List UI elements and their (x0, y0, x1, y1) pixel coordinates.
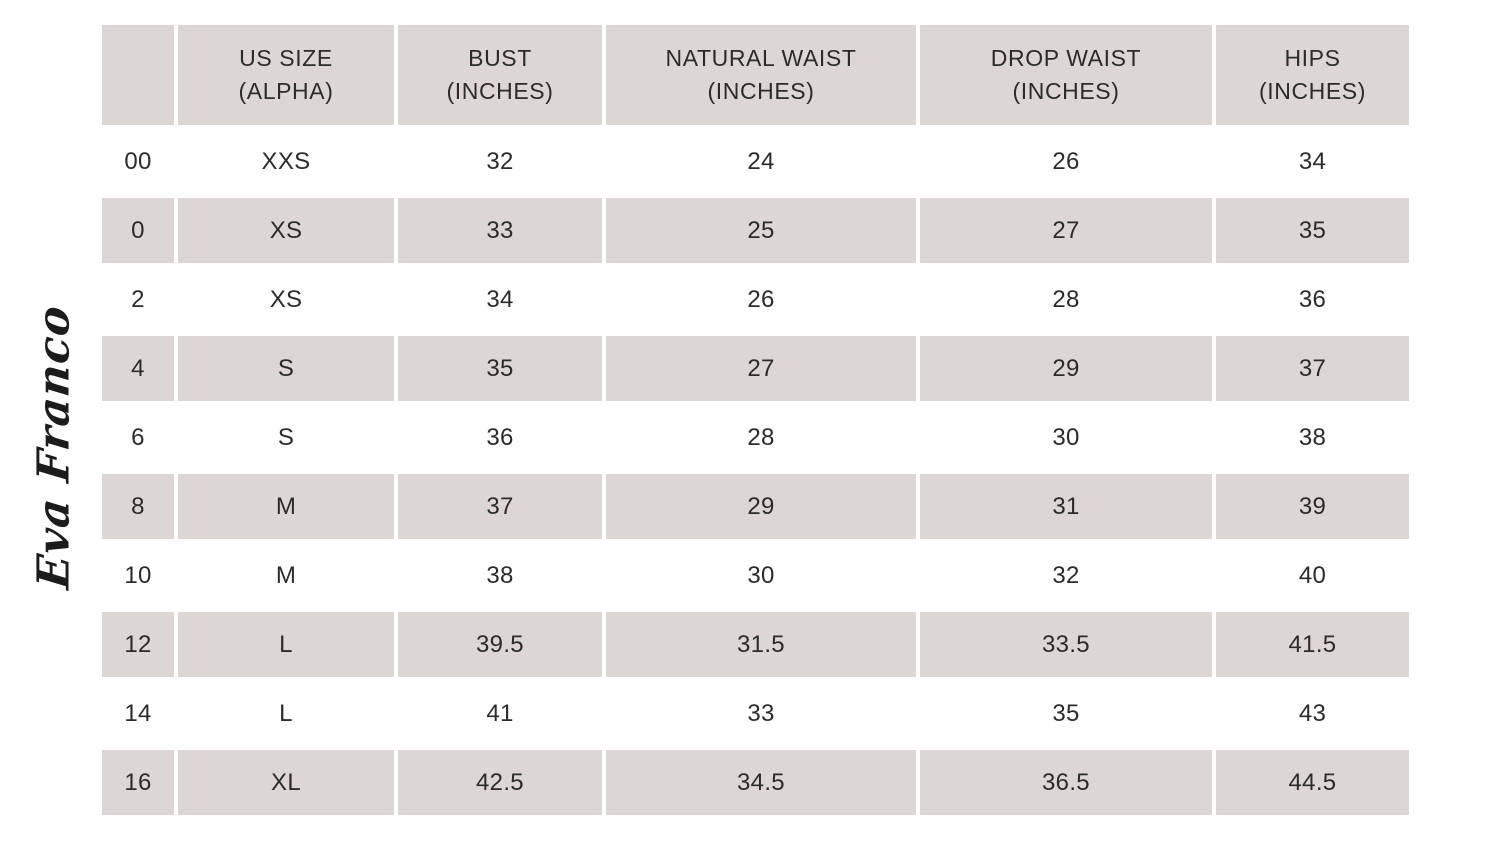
cell-natural-waist: 30 (606, 543, 916, 608)
cell-drop-waist: 31 (920, 474, 1212, 539)
cell-alpha-size: L (178, 612, 394, 677)
cell-bust: 34 (398, 267, 602, 332)
row-size-label: 10 (102, 543, 174, 608)
cell-alpha-size: M (178, 543, 394, 608)
table-row: 8 M 37 29 31 39 (102, 474, 1409, 539)
header-cell-bust: BUST (INCHES) (398, 25, 602, 125)
header-row: US SIZE (ALPHA) BUST (INCHES) NATURAL WA… (102, 25, 1409, 125)
row-size-label: 00 (102, 129, 174, 194)
row-size-label: 12 (102, 612, 174, 677)
header-cell-hips: HIPS (INCHES) (1216, 25, 1409, 125)
table-row: 6 S 36 28 30 38 (102, 405, 1409, 470)
cell-drop-waist: 36.5 (920, 750, 1212, 815)
row-size-label: 2 (102, 267, 174, 332)
cell-drop-waist: 27 (920, 198, 1212, 263)
cell-drop-waist: 28 (920, 267, 1212, 332)
header-cell-natural-waist: NATURAL WAIST (INCHES) (606, 25, 916, 125)
cell-drop-waist: 33.5 (920, 612, 1212, 677)
cell-natural-waist: 28 (606, 405, 916, 470)
cell-natural-waist: 27 (606, 336, 916, 401)
row-size-label: 6 (102, 405, 174, 470)
cell-hips: 37 (1216, 336, 1409, 401)
table-body: 00 XXS 32 24 26 34 0 XS 33 25 27 35 2 XS 34 26 28 36 4 S 35 2… (102, 129, 1409, 815)
cell-bust: 42.5 (398, 750, 602, 815)
size-chart-table: US SIZE (ALPHA) BUST (INCHES) NATURAL WA… (98, 21, 1413, 819)
cell-hips: 44.5 (1216, 750, 1409, 815)
cell-hips: 40 (1216, 543, 1409, 608)
row-size-label: 16 (102, 750, 174, 815)
table-row: 00 XXS 32 24 26 34 (102, 129, 1409, 194)
cell-alpha-size: XL (178, 750, 394, 815)
cell-bust: 37 (398, 474, 602, 539)
table-row: 12 L 39.5 31.5 33.5 41.5 (102, 612, 1409, 677)
cell-hips: 36 (1216, 267, 1409, 332)
cell-bust: 41 (398, 681, 602, 746)
cell-alpha-size: S (178, 405, 394, 470)
cell-hips: 35 (1216, 198, 1409, 263)
cell-hips: 38 (1216, 405, 1409, 470)
cell-alpha-size: M (178, 474, 394, 539)
cell-bust: 39.5 (398, 612, 602, 677)
table-row: 16 XL 42.5 34.5 36.5 44.5 (102, 750, 1409, 815)
cell-bust: 38 (398, 543, 602, 608)
header-cell-corner (102, 25, 174, 125)
cell-natural-waist: 29 (606, 474, 916, 539)
cell-natural-waist: 26 (606, 267, 916, 332)
cell-natural-waist: 33 (606, 681, 916, 746)
table-row: 4 S 35 27 29 37 (102, 336, 1409, 401)
cell-alpha-size: S (178, 336, 394, 401)
cell-alpha-size: XXS (178, 129, 394, 194)
row-size-label: 0 (102, 198, 174, 263)
cell-hips: 34 (1216, 129, 1409, 194)
header-cell-us-size: US SIZE (ALPHA) (178, 25, 394, 125)
cell-bust: 35 (398, 336, 602, 401)
cell-hips: 43 (1216, 681, 1409, 746)
cell-natural-waist: 24 (606, 129, 916, 194)
cell-drop-waist: 29 (920, 336, 1212, 401)
row-size-label: 14 (102, 681, 174, 746)
cell-drop-waist: 32 (920, 543, 1212, 608)
table-row: 10 M 38 30 32 40 (102, 543, 1409, 608)
cell-natural-waist: 34.5 (606, 750, 916, 815)
cell-alpha-size: L (178, 681, 394, 746)
cell-natural-waist: 31.5 (606, 612, 916, 677)
cell-drop-waist: 35 (920, 681, 1212, 746)
cell-bust: 32 (398, 129, 602, 194)
cell-hips: 39 (1216, 474, 1409, 539)
header-cell-drop-waist: DROP WAIST (INCHES) (920, 25, 1212, 125)
cell-drop-waist: 30 (920, 405, 1212, 470)
cell-drop-waist: 26 (920, 129, 1212, 194)
cell-alpha-size: XS (178, 267, 394, 332)
row-size-label: 8 (102, 474, 174, 539)
table-row: 14 L 41 33 35 43 (102, 681, 1409, 746)
table-header: US SIZE (ALPHA) BUST (INCHES) NATURAL WA… (102, 25, 1409, 125)
cell-natural-waist: 25 (606, 198, 916, 263)
table-row: 0 XS 33 25 27 35 (102, 198, 1409, 263)
cell-hips: 41.5 (1216, 612, 1409, 677)
brand-logo: Eva Franco (28, 302, 80, 592)
cell-bust: 33 (398, 198, 602, 263)
cell-alpha-size: XS (178, 198, 394, 263)
row-size-label: 4 (102, 336, 174, 401)
cell-bust: 36 (398, 405, 602, 470)
table-row: 2 XS 34 26 28 36 (102, 267, 1409, 332)
